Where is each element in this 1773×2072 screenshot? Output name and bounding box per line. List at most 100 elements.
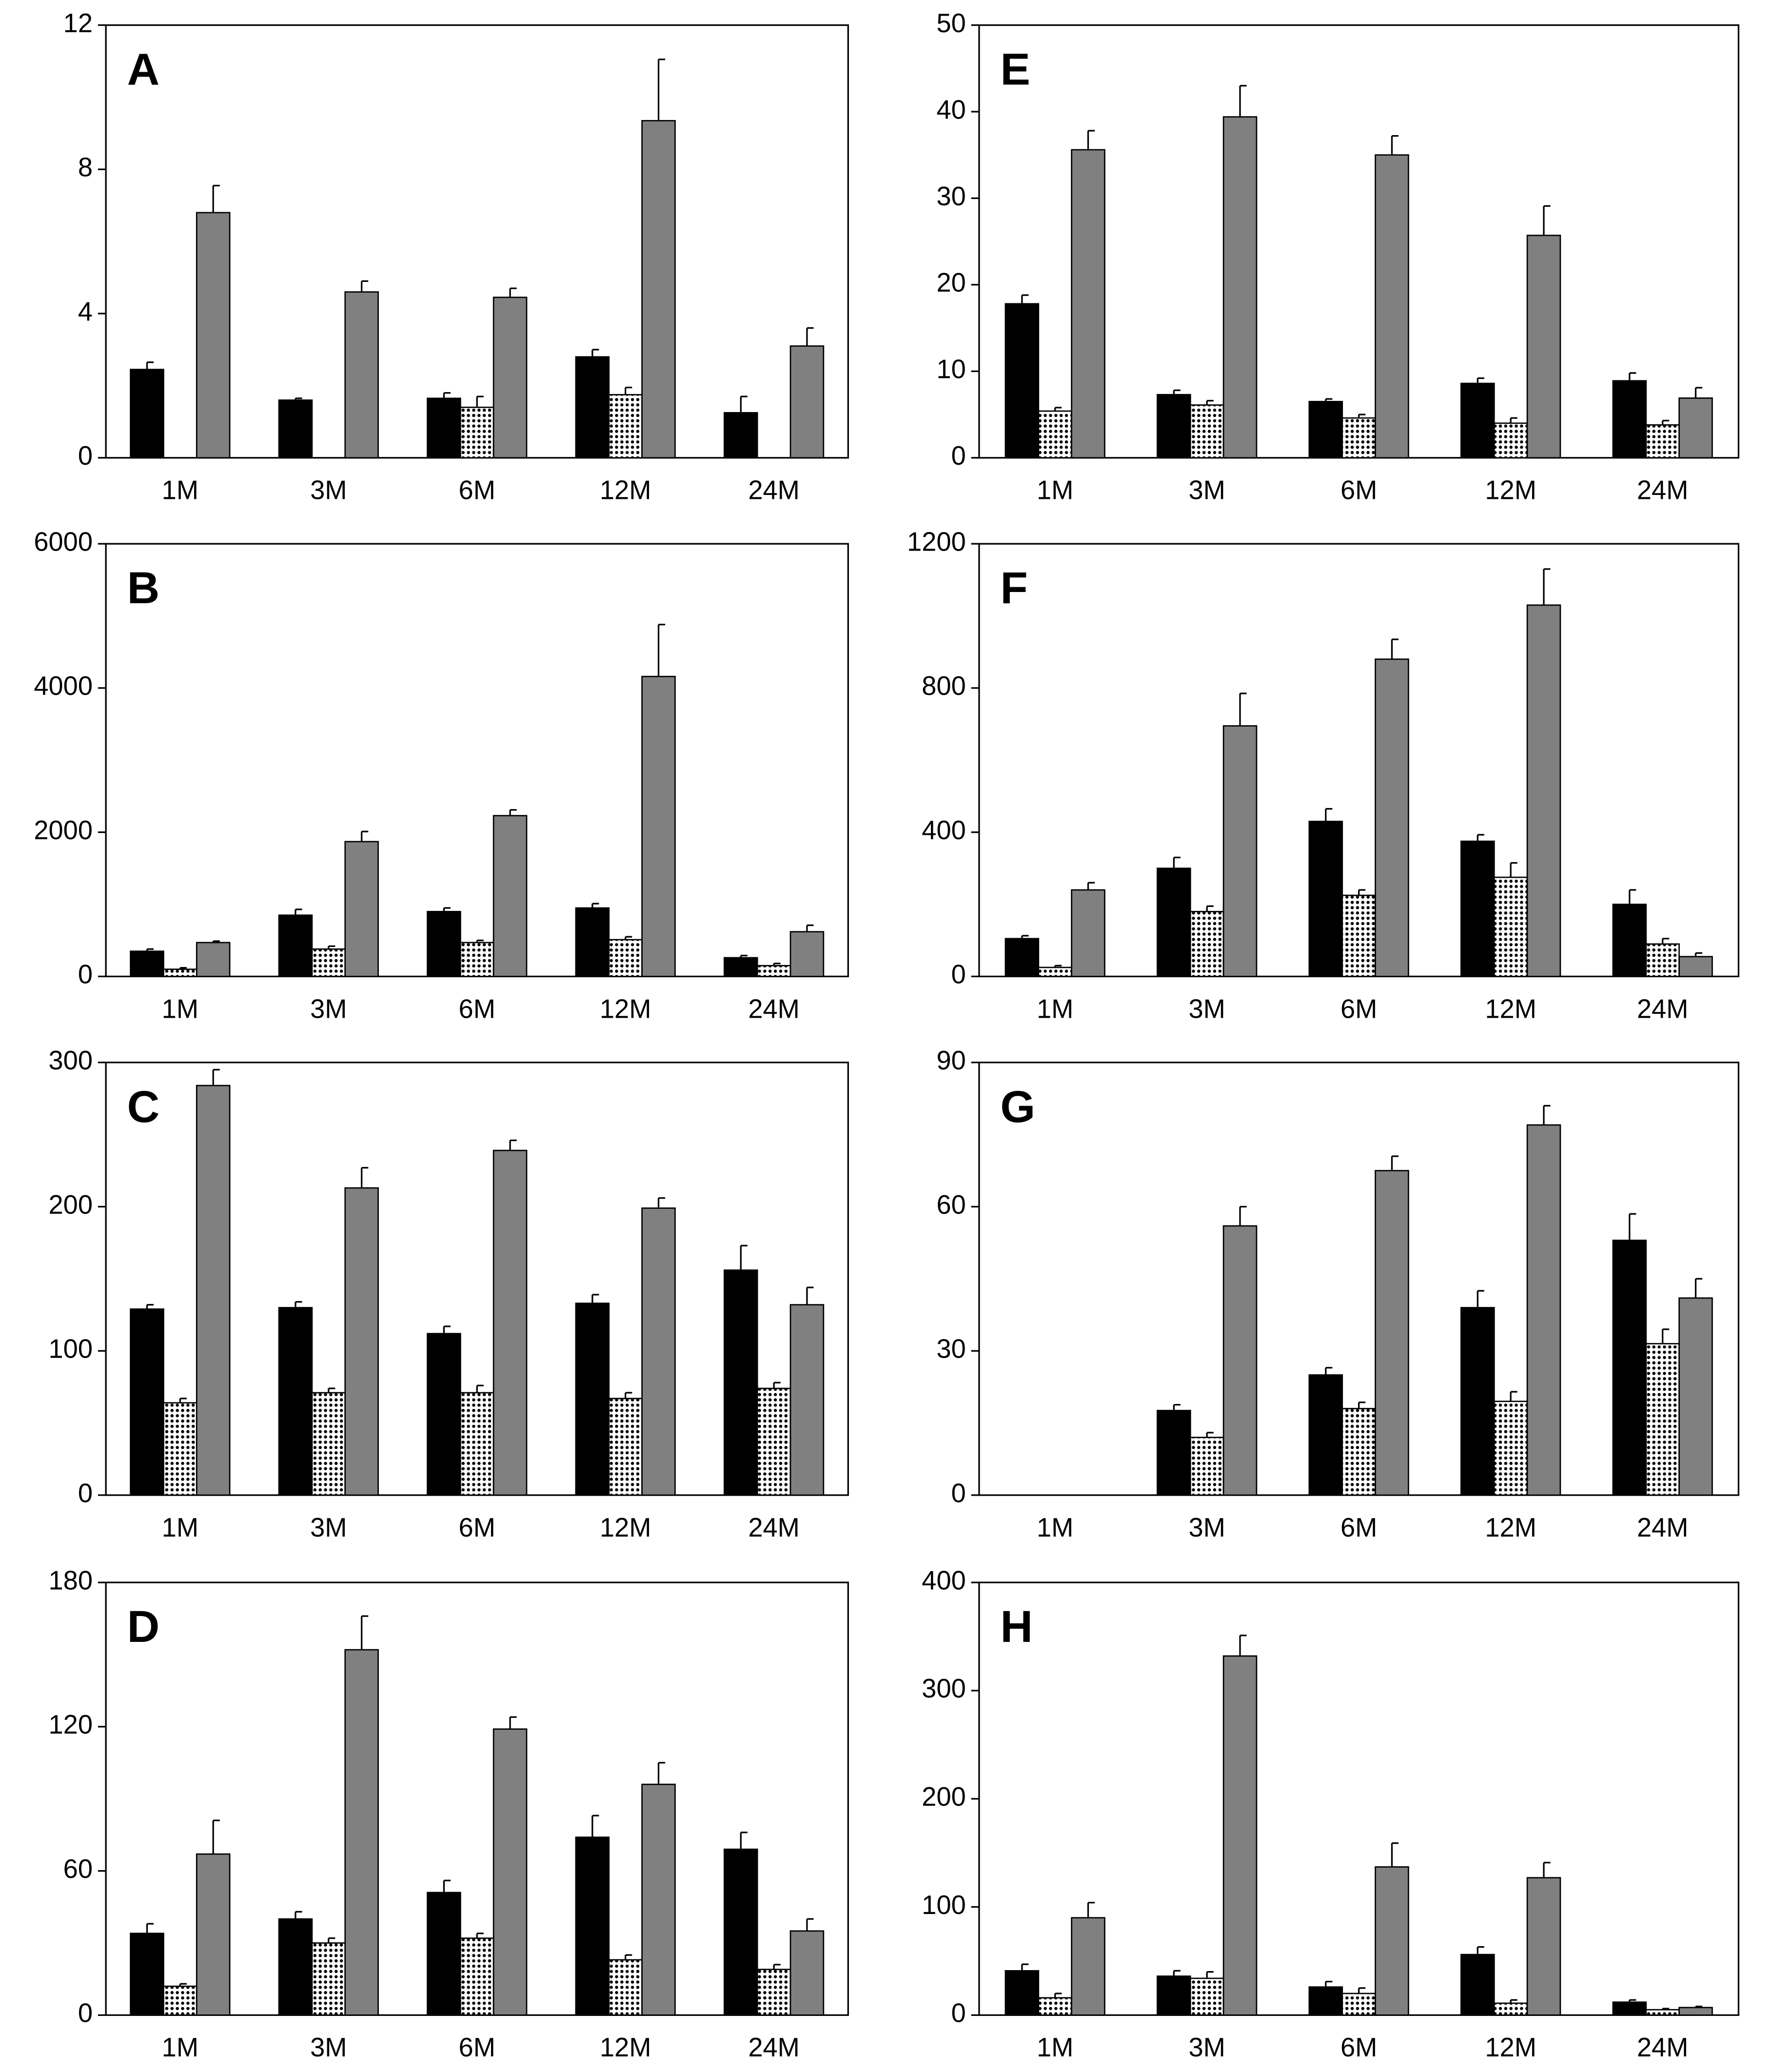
bar xyxy=(641,120,676,459)
bar xyxy=(756,965,791,977)
bar xyxy=(1222,725,1258,977)
x-tick-label: 1M xyxy=(162,994,198,1024)
y-tick-label: 30 xyxy=(936,182,965,211)
bar xyxy=(278,914,313,977)
bar xyxy=(1038,967,1072,977)
bar xyxy=(130,950,164,977)
x-tick-label: 6M xyxy=(459,994,495,1024)
bar xyxy=(1612,1240,1647,1496)
bar xyxy=(575,1836,610,2016)
bar xyxy=(1612,380,1647,459)
bar xyxy=(427,397,461,459)
bar xyxy=(459,1937,494,2016)
bar xyxy=(1038,1997,1072,2016)
bar xyxy=(1493,2002,1528,2016)
bar xyxy=(163,1402,197,1496)
bar xyxy=(1526,1124,1561,1496)
panel-label: D xyxy=(127,1601,160,1652)
x-tick-label: 1M xyxy=(162,1513,198,1542)
y-tick-label: 0 xyxy=(78,1999,93,2028)
y-tick-label: 40 xyxy=(936,95,965,124)
bar xyxy=(278,1918,313,2016)
y-tick-label: 0 xyxy=(78,441,93,471)
bar xyxy=(1308,1374,1343,1496)
x-tick-label: 12M xyxy=(1485,1513,1537,1542)
bar xyxy=(1612,2001,1647,2016)
bar xyxy=(1678,2007,1713,2016)
x-tick-label: 1M xyxy=(1037,2033,1073,2062)
bar xyxy=(1308,821,1343,977)
bar xyxy=(1222,116,1258,459)
bar xyxy=(1157,868,1191,977)
bar xyxy=(1493,422,1528,459)
y-tick-label: 120 xyxy=(49,1710,93,1739)
x-tick-label: 3M xyxy=(310,994,347,1024)
bar xyxy=(459,942,494,977)
bar xyxy=(1157,1410,1191,1496)
bar xyxy=(492,815,528,977)
y-tick-label: 12 xyxy=(63,9,93,38)
panel-label: C xyxy=(127,1081,160,1132)
bar xyxy=(278,399,313,459)
panel-label: G xyxy=(1000,1081,1035,1132)
bar xyxy=(130,1933,164,2016)
bar xyxy=(1375,658,1409,977)
bar xyxy=(1493,876,1528,977)
y-tick-label: 20 xyxy=(936,268,965,297)
bar xyxy=(789,1930,825,2016)
y-tick-label: 0 xyxy=(78,960,93,989)
x-tick-label: 1M xyxy=(1037,476,1073,505)
bar xyxy=(130,1308,164,1496)
bar xyxy=(1493,1401,1528,1496)
bar xyxy=(1038,410,1072,459)
bar xyxy=(1341,894,1376,977)
bar xyxy=(1005,1970,1040,2016)
bar xyxy=(311,1942,346,2016)
x-tick-label: 12M xyxy=(600,994,651,1024)
bar xyxy=(1678,397,1713,459)
bar xyxy=(1189,1437,1224,1496)
bar xyxy=(641,1783,676,2016)
bar xyxy=(130,369,164,459)
x-tick-label: 3M xyxy=(1188,2033,1225,2062)
y-tick-label: 50 xyxy=(936,9,965,38)
y-tick-label: 8 xyxy=(78,153,93,182)
x-tick-label: 3M xyxy=(1188,476,1225,505)
y-tick-label: 400 xyxy=(922,1566,966,1595)
bar xyxy=(1526,1877,1561,2016)
bar xyxy=(163,968,197,977)
y-tick-label: 6000 xyxy=(34,527,93,556)
x-tick-label: 6M xyxy=(459,476,495,505)
bar xyxy=(1071,1917,1105,2016)
bar xyxy=(608,1398,643,1496)
bar xyxy=(311,948,346,977)
bar xyxy=(575,907,610,977)
bar xyxy=(1005,938,1040,977)
y-tick-label: 300 xyxy=(922,1674,966,1703)
bar xyxy=(1189,910,1224,977)
x-tick-label: 3M xyxy=(310,1513,347,1542)
bar xyxy=(1071,149,1105,459)
x-tick-label: 12M xyxy=(600,476,651,505)
bar xyxy=(1005,303,1040,459)
bar xyxy=(1157,1975,1191,2016)
x-tick-label: 12M xyxy=(1485,994,1537,1024)
x-tick-label: 1M xyxy=(162,476,198,505)
bar xyxy=(1460,1954,1495,2016)
panel-label: F xyxy=(1000,562,1027,613)
bar xyxy=(1189,1977,1224,2016)
panel-label: A xyxy=(127,44,160,95)
bar xyxy=(723,957,758,977)
y-tick-label: 400 xyxy=(922,816,966,845)
bar xyxy=(344,841,379,977)
y-tick-label: 10 xyxy=(936,355,965,384)
y-tick-label: 200 xyxy=(922,1782,966,1812)
bar xyxy=(1341,417,1376,459)
bar xyxy=(789,931,825,977)
bar xyxy=(789,345,825,459)
bar xyxy=(1375,1170,1409,1496)
x-tick-label: 1M xyxy=(162,2033,198,2062)
bar xyxy=(575,356,610,459)
bar xyxy=(1526,604,1561,977)
